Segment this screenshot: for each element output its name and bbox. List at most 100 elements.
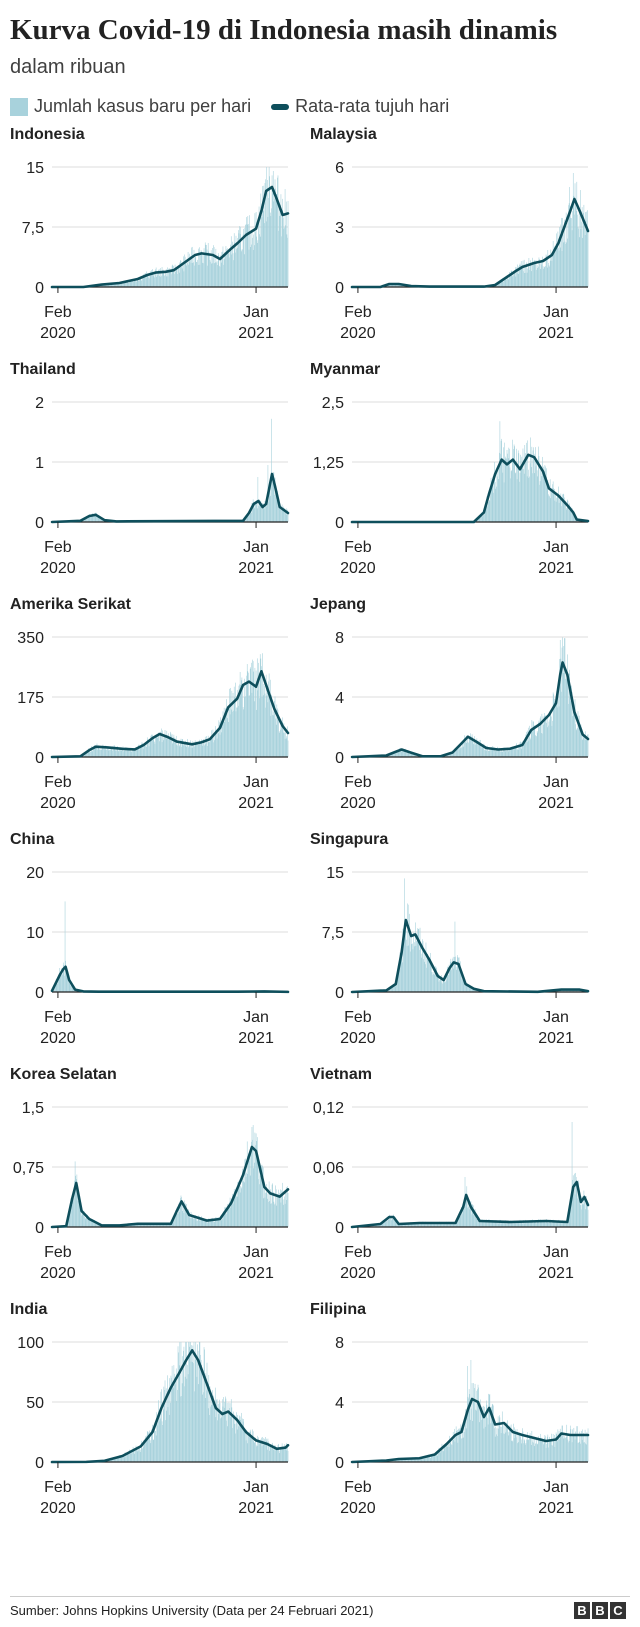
daily-bar <box>164 1389 165 1462</box>
daily-bar <box>210 738 212 757</box>
daily-bar <box>549 479 551 522</box>
daily-bar <box>525 272 527 287</box>
daily-bar <box>392 1216 394 1227</box>
daily-bar <box>587 1435 588 1462</box>
daily-bar <box>442 978 444 992</box>
daily-bar <box>267 1438 269 1462</box>
daily-bar <box>452 958 453 992</box>
daily-bar <box>427 1223 429 1227</box>
seven-day-average-line <box>50 965 290 994</box>
daily-bar <box>536 731 538 757</box>
daily-bar <box>446 975 447 992</box>
daily-bar <box>409 913 410 992</box>
daily-bar <box>489 500 491 522</box>
daily-bar <box>234 242 236 287</box>
daily-bar <box>455 749 456 757</box>
daily-bar <box>572 173 574 287</box>
daily-bar <box>57 976 59 992</box>
daily-bar <box>524 1440 526 1462</box>
daily-bar <box>480 1221 482 1227</box>
daily-bar <box>200 742 202 757</box>
daily-bar <box>250 1429 252 1462</box>
daily-bar <box>199 1342 201 1462</box>
daily-bar <box>495 1222 497 1227</box>
daily-bar <box>171 1365 173 1462</box>
daily-bar <box>204 736 206 757</box>
daily-bar <box>496 470 498 522</box>
daily-bar <box>460 1424 462 1462</box>
daily-bar <box>562 1432 564 1462</box>
daily-bar <box>528 477 530 522</box>
daily-bar <box>427 953 429 992</box>
daily-bar <box>406 1224 407 1227</box>
daily-bar <box>393 283 395 287</box>
daily-bar <box>458 747 459 757</box>
daily-bar <box>467 1396 469 1462</box>
daily-bar <box>422 1221 423 1227</box>
daily-bar <box>92 513 94 522</box>
daily-bar <box>261 1437 262 1462</box>
daily-bar <box>229 1201 230 1227</box>
daily-bar <box>141 742 143 757</box>
daily-bar <box>429 1455 430 1462</box>
daily-bar <box>465 735 467 757</box>
daily-bar <box>264 693 266 757</box>
daily-bar <box>526 272 528 287</box>
daily-bar <box>274 1204 275 1227</box>
daily-bar <box>462 746 464 757</box>
daily-bar <box>507 278 508 287</box>
daily-bar <box>389 754 391 757</box>
daily-bar <box>410 753 411 757</box>
daily-bar <box>441 1447 442 1462</box>
daily-bar <box>252 1125 254 1227</box>
daily-bar <box>520 1436 521 1462</box>
daily-bar <box>188 264 189 287</box>
daily-bar <box>389 284 391 287</box>
daily-bar <box>138 1450 140 1462</box>
daily-bar <box>551 1444 553 1462</box>
daily-bar <box>149 1223 150 1227</box>
daily-bar <box>166 1410 168 1462</box>
daily-bar <box>136 1446 138 1462</box>
daily-bar <box>535 1443 537 1462</box>
daily-bar <box>95 745 97 757</box>
daily-bar <box>225 1207 226 1227</box>
daily-bar <box>549 1219 551 1227</box>
daily-bar <box>204 1218 206 1227</box>
daily-bar <box>242 1168 243 1227</box>
daily-bar <box>118 283 120 287</box>
daily-bar <box>541 713 543 757</box>
daily-bar <box>423 959 424 992</box>
daily-bar <box>467 738 468 757</box>
daily-bar <box>586 223 588 287</box>
daily-bar <box>468 742 469 757</box>
daily-bar <box>216 1217 218 1227</box>
daily-bar <box>210 1406 211 1462</box>
daily-bar <box>439 1221 440 1227</box>
daily-bar <box>210 1221 212 1227</box>
daily-bar <box>388 1219 390 1227</box>
daily-bar <box>546 468 547 522</box>
daily-bar <box>457 957 459 992</box>
x-tick-label: Jan <box>543 1479 569 1496</box>
daily-bar <box>194 255 196 287</box>
daily-bar <box>181 746 182 757</box>
daily-bar <box>520 469 522 522</box>
daily-bar <box>418 1222 420 1227</box>
daily-bar <box>541 1441 542 1462</box>
daily-bar <box>137 279 139 287</box>
daily-bar <box>99 749 100 757</box>
daily-bar <box>54 985 56 992</box>
daily-bar <box>190 1361 192 1462</box>
daily-bar <box>552 484 553 522</box>
daily-bar <box>155 1435 157 1462</box>
daily-bar <box>166 1223 168 1227</box>
daily-bar <box>544 267 546 287</box>
daily-bar <box>245 517 246 522</box>
daily-bar <box>538 257 540 287</box>
daily-bar <box>124 750 126 757</box>
daily-bar <box>530 1220 532 1227</box>
daily-bar <box>266 506 268 522</box>
